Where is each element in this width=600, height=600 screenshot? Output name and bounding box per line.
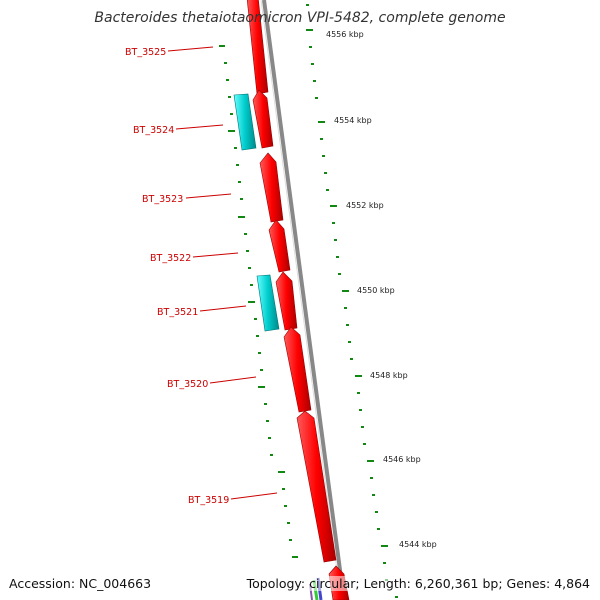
gene-arrow-bt3522[interactable] — [268, 219, 291, 273]
leader-line — [209, 376, 257, 384]
gene-arrow-bt3523[interactable] — [259, 152, 284, 223]
scale-label: 4546 kbp — [383, 455, 421, 464]
gene-label-bt3524[interactable]: BT_3524 — [133, 125, 174, 136]
scale-label: 4554 kbp — [334, 116, 372, 125]
scale-label: 4556 kbp — [326, 30, 364, 39]
genome-backbone-highlight — [260, 0, 342, 600]
accession-text: Accession: NC_004663 — [9, 576, 152, 591]
leader-line — [175, 124, 224, 130]
map-title: Bacteroides thetaiotaomicron VPI-5482, c… — [94, 10, 506, 26]
leader-line — [192, 252, 239, 258]
gene-block-bt3521-reverse[interactable] — [256, 274, 280, 332]
gene-label-bt3523[interactable]: BT_3523 — [142, 194, 183, 205]
leader-line — [199, 305, 247, 312]
leader-line — [167, 46, 214, 52]
scale-label: 4550 kbp — [357, 286, 395, 295]
genome-summary-text: Topology: circular; Length: 6,260,361 bp… — [246, 576, 590, 591]
genome-backbone — [262, 0, 346, 600]
gene-block-bt3524-reverse[interactable] — [233, 93, 257, 151]
gene-label-bt3521[interactable]: BT_3521 — [157, 307, 198, 318]
gene-label-bt3525[interactable]: BT_3525 — [125, 47, 166, 58]
gene-label-bt3519[interactable]: BT_3519 — [188, 495, 229, 506]
leader-line — [185, 193, 232, 199]
scale-label: 4548 kbp — [370, 371, 408, 380]
gene-label-bt3520[interactable]: BT_3520 — [167, 379, 208, 390]
scale-label: 4552 kbp — [346, 201, 384, 210]
inner-tick-track — [219, 45, 298, 558]
outer-tick-track — [306, 4, 398, 598]
gene-arrow-bt3520[interactable] — [283, 326, 312, 413]
leader-line — [230, 492, 278, 500]
gene-arrow-bt3521-red[interactable] — [275, 271, 298, 331]
gene-arrow-bt3525[interactable] — [246, 0, 269, 95]
scale-label: 4544 kbp — [399, 540, 437, 549]
gene-arrow-bt3519[interactable] — [296, 410, 337, 563]
gene-label-bt3522[interactable]: BT_3522 — [150, 253, 191, 264]
gene-arrow-bt3524[interactable] — [252, 89, 274, 149]
